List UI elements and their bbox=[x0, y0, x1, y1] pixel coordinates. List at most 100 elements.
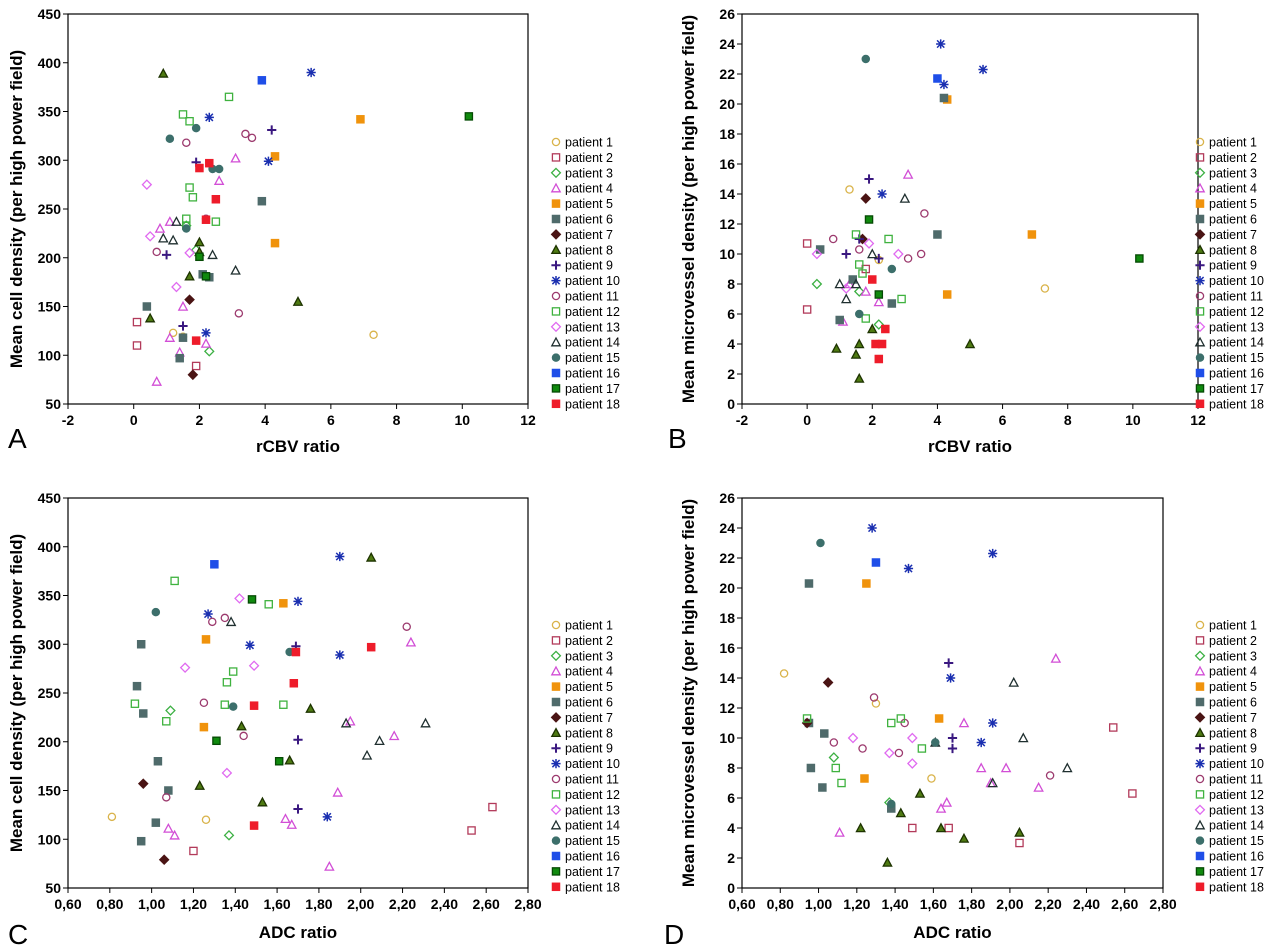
data-point bbox=[902, 168, 914, 179]
data-point bbox=[988, 548, 998, 559]
legend-marker bbox=[1195, 867, 1205, 876]
legend-marker bbox=[551, 697, 561, 707]
data-point bbox=[199, 722, 209, 732]
plot-area bbox=[741, 497, 1164, 889]
data-point bbox=[361, 749, 373, 760]
data-point bbox=[270, 152, 280, 161]
y-tick-label: 24 bbox=[719, 520, 735, 536]
data-point bbox=[853, 286, 865, 297]
legend-entry: patient 15 bbox=[565, 351, 620, 365]
data-point bbox=[201, 635, 211, 644]
data-point bbox=[170, 576, 179, 586]
data-point bbox=[804, 579, 814, 588]
data-point bbox=[840, 293, 852, 304]
legend-marker bbox=[1195, 291, 1205, 301]
x-tick-label: 6 bbox=[999, 412, 1007, 428]
legend-marker bbox=[1194, 182, 1206, 193]
data-point bbox=[187, 369, 199, 381]
data-point bbox=[863, 238, 875, 249]
data-point bbox=[132, 341, 142, 350]
x-tick-label: 2,80 bbox=[1149, 896, 1176, 912]
data-point bbox=[293, 804, 303, 814]
data-point bbox=[860, 774, 869, 783]
x-tick-label: 2,00 bbox=[347, 896, 374, 912]
legend-entry: patient 17 bbox=[1209, 382, 1264, 396]
data-point bbox=[245, 640, 255, 650]
legend-marker bbox=[551, 867, 561, 876]
legend-marker bbox=[1195, 851, 1205, 861]
legend-marker bbox=[1195, 636, 1205, 645]
panel-label: D bbox=[664, 919, 684, 950]
y-tick-label: 12 bbox=[719, 216, 735, 232]
data-point bbox=[1108, 723, 1118, 732]
legend-marker bbox=[1194, 804, 1206, 816]
data-point bbox=[157, 232, 169, 243]
legend-marker bbox=[1195, 153, 1205, 162]
data-point bbox=[861, 54, 871, 64]
legend-entry: patient 12 bbox=[1209, 788, 1264, 802]
data-point bbox=[877, 339, 887, 349]
data-point bbox=[1014, 826, 1025, 837]
x-tick-label: 1,00 bbox=[805, 896, 832, 912]
legend-entry: patient 16 bbox=[1209, 367, 1264, 381]
data-point bbox=[894, 748, 904, 758]
data-point bbox=[247, 595, 257, 604]
data-point bbox=[228, 702, 238, 711]
data-point bbox=[158, 854, 170, 866]
data-point bbox=[829, 738, 839, 747]
data-point bbox=[132, 681, 142, 691]
legend-entry: patient 14 bbox=[1209, 336, 1264, 350]
y-tick-label: 14 bbox=[719, 186, 735, 202]
data-point bbox=[137, 778, 149, 789]
data-point bbox=[225, 616, 237, 627]
data-point bbox=[162, 793, 171, 802]
legend-entry: patient 14 bbox=[565, 819, 620, 833]
legend-entry: patient 12 bbox=[565, 788, 620, 802]
data-point bbox=[884, 747, 895, 759]
data-point bbox=[141, 179, 153, 190]
y-tick-label: 300 bbox=[38, 152, 62, 168]
data-point bbox=[289, 679, 299, 688]
data-point bbox=[873, 319, 885, 330]
legend-entry: patient 18 bbox=[565, 397, 620, 411]
y-tick-label: 8 bbox=[727, 760, 735, 776]
data-point bbox=[175, 353, 184, 363]
y-tick-label: 250 bbox=[38, 685, 62, 701]
data-point bbox=[189, 846, 198, 856]
y-tick-label: 400 bbox=[38, 539, 62, 555]
x-tick-label: 2,20 bbox=[1035, 896, 1062, 912]
data-point bbox=[958, 717, 970, 728]
data-point bbox=[191, 123, 201, 133]
data-point bbox=[322, 812, 332, 822]
legend-marker bbox=[1194, 167, 1206, 179]
legend-entry: patient 7 bbox=[1209, 711, 1257, 725]
data-point bbox=[388, 730, 400, 741]
data-point bbox=[816, 538, 825, 548]
panel-label: C bbox=[8, 919, 28, 950]
data-point bbox=[861, 314, 871, 323]
x-tick-label: 1,60 bbox=[920, 896, 947, 912]
y-tick-label: 4 bbox=[727, 820, 735, 836]
legend-entry: patient 5 bbox=[565, 197, 613, 211]
data-point bbox=[191, 336, 201, 345]
data-point bbox=[941, 796, 953, 807]
legend-marker bbox=[550, 321, 562, 333]
data-point bbox=[142, 302, 152, 311]
data-point bbox=[877, 189, 887, 199]
data-point bbox=[831, 342, 842, 353]
legend-entry: patient 17 bbox=[565, 865, 620, 879]
y-tick-label: 450 bbox=[38, 490, 62, 506]
legend-entry: patient 3 bbox=[565, 649, 613, 663]
legend-marker bbox=[1194, 819, 1206, 830]
data-point bbox=[249, 821, 259, 830]
data-point bbox=[365, 551, 377, 562]
y-tick-label: 100 bbox=[38, 831, 62, 847]
x-tick-label: 2,60 bbox=[473, 896, 500, 912]
data-point bbox=[897, 294, 906, 304]
data-point bbox=[185, 117, 194, 126]
legend-entry: patient 13 bbox=[1209, 803, 1264, 817]
data-point bbox=[279, 700, 288, 709]
legend-entry: patient 18 bbox=[565, 880, 620, 894]
